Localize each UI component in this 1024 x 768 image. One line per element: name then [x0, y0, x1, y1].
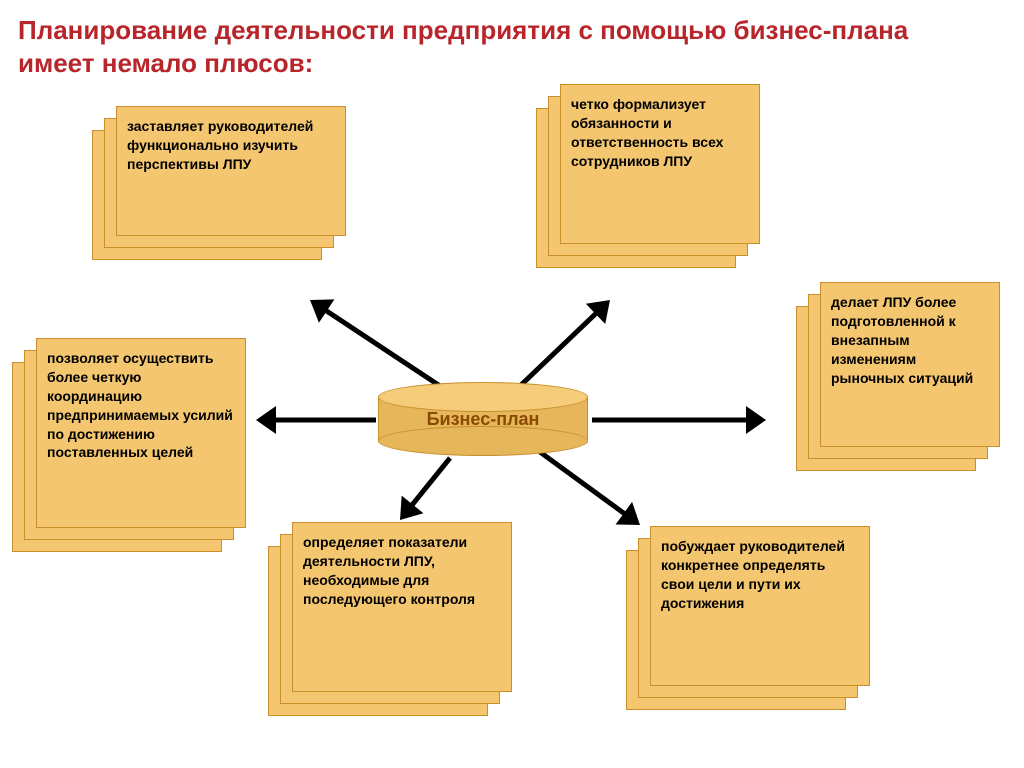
note-card: побуждает руководителей конкретнее опред…	[650, 526, 870, 686]
center-cylinder: Бизнес-план	[378, 382, 588, 456]
note-stack-top-right: четко формализует обязанности и ответств…	[536, 84, 760, 268]
note-card: позволяет осуществить более четкую коорд…	[36, 338, 246, 528]
note-stack-right: делает ЛПУ более подготовленной к внезап…	[796, 282, 1000, 471]
page-title: Планирование деятельности предприятия с …	[18, 14, 978, 79]
arrow	[310, 299, 440, 386]
cylinder-top	[378, 382, 588, 412]
arrow	[256, 406, 376, 434]
arrow	[540, 452, 640, 525]
note-card: делает ЛПУ более подготовленной к внезап…	[820, 282, 1000, 447]
arrow	[400, 458, 450, 520]
arrow	[520, 300, 610, 386]
cylinder-label: Бизнес-план	[378, 409, 588, 430]
cylinder-bottom	[378, 426, 588, 456]
diagram-canvas: Планирование деятельности предприятия с …	[0, 0, 1024, 768]
note-stack-bottom-right: побуждает руководителей конкретнее опред…	[626, 526, 870, 710]
note-stack-left: позволяет осуществить более четкую коорд…	[12, 338, 246, 552]
note-card: определяет показатели деятельности ЛПУ, …	[292, 522, 512, 692]
note-card: четко формализует обязанности и ответств…	[560, 84, 760, 244]
arrow	[592, 406, 766, 434]
note-stack-top-left: заставляет руководителей функционально и…	[92, 106, 346, 260]
note-stack-bottom-left: определяет показатели деятельности ЛПУ, …	[268, 522, 512, 716]
note-card: заставляет руководителей функционально и…	[116, 106, 346, 236]
